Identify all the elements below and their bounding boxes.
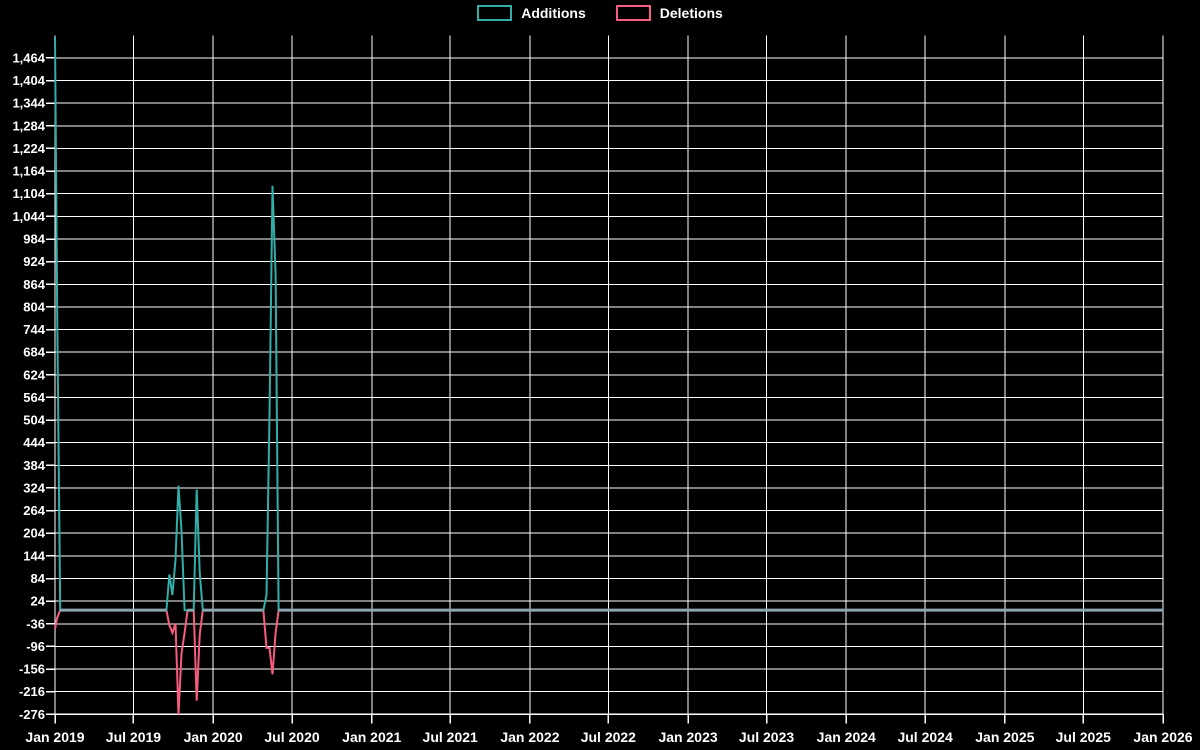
y-axis-label: 204: [23, 526, 45, 541]
y-axis-label: 1,464: [12, 50, 45, 65]
x-axis-label: Jul 2025: [1056, 729, 1111, 745]
x-axis-label: Jan 2020: [184, 729, 243, 745]
x-axis-label: Jul 2024: [897, 729, 952, 745]
x-axis-label: Jul 2023: [739, 729, 794, 745]
y-axis-label: 624: [23, 367, 45, 382]
y-axis-label: -96: [26, 639, 45, 654]
legend-label-additions: Additions: [521, 5, 586, 21]
y-axis-label: 864: [23, 277, 45, 292]
x-axis-label: Jan 2021: [342, 729, 401, 745]
x-axis-label: Jan 2026: [1133, 729, 1192, 745]
legend-item-deletions[interactable]: Deletions: [615, 5, 723, 21]
y-axis-label: 1,164: [12, 164, 45, 179]
y-axis-label: -276: [19, 707, 45, 722]
series-line-additions: [54, 36, 1163, 612]
legend-item-additions[interactable]: Additions: [477, 5, 586, 21]
x-axis-label: Jul 2022: [581, 729, 636, 745]
series-line-deletions: [54, 609, 1163, 715]
y-axis-label: 1,044: [12, 209, 45, 224]
y-axis-label: 924: [23, 254, 45, 269]
additions-swatch-icon: [477, 5, 513, 21]
y-axis-label: 744: [23, 322, 45, 337]
y-axis-label: 984: [23, 232, 45, 247]
x-axis-label: Jan 2025: [975, 729, 1034, 745]
y-axis-label: 684: [23, 345, 45, 360]
y-axis-label: 564: [23, 390, 45, 405]
x-axis-label: Jan 2023: [658, 729, 717, 745]
y-axis-label: 384: [23, 458, 45, 473]
y-axis-label: 1,404: [12, 73, 45, 88]
y-axis-label: 264: [23, 503, 45, 518]
y-axis-label: 144: [23, 548, 45, 563]
y-axis-label: -156: [19, 662, 45, 677]
x-axis-label: Jan 2019: [25, 729, 84, 745]
y-axis-label: 84: [31, 571, 46, 586]
x-axis-label: Jul 2019: [106, 729, 161, 745]
y-axis-label: 324: [23, 480, 45, 495]
chart-legend: Additions Deletions: [0, 5, 1200, 21]
y-axis-label: 1,104: [12, 186, 45, 201]
x-axis-label: Jul 2020: [264, 729, 319, 745]
y-axis-label: 504: [23, 413, 45, 428]
x-axis-label: Jul 2021: [423, 729, 478, 745]
y-axis-label: 1,224: [12, 141, 45, 156]
y-axis-label: 24: [31, 594, 46, 609]
y-axis-label: -36: [26, 616, 45, 631]
y-axis-label: 804: [23, 299, 45, 314]
y-axis-label: -216: [19, 684, 45, 699]
deletions-swatch-icon: [615, 5, 651, 21]
x-axis-label: Jan 2022: [500, 729, 559, 745]
legend-label-deletions: Deletions: [659, 5, 723, 21]
y-axis-label: 1,344: [12, 96, 45, 111]
x-axis-label: Jan 2024: [817, 729, 876, 745]
y-axis-label: 444: [23, 435, 45, 450]
y-axis-label: 1,284: [12, 118, 45, 133]
